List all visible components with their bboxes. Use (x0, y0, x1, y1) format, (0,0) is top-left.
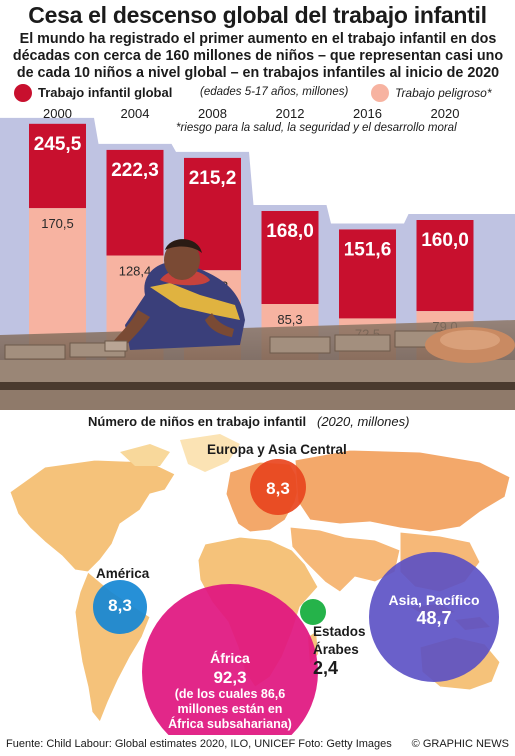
bar-global-2012 (261, 211, 319, 305)
map-title-note: (2020, millones) (316, 414, 410, 429)
year-label-2008: 2008 (198, 106, 227, 121)
subtitle: El mundo ha registrado el primer aumento… (8, 31, 508, 82)
bar-global-2004 (106, 149, 164, 256)
label-global-2008: 215,2 (189, 168, 237, 189)
note-africa-line: millones están en (177, 702, 283, 716)
value-arab-states: 2,4 (313, 658, 339, 678)
value-europe-central-asia: 8,3 (266, 479, 290, 498)
label-global-2000: 245,5 (34, 134, 82, 155)
label-arab-states: Estados Árabes (313, 623, 366, 659)
world-map (0, 432, 515, 735)
legend-swatch-hazard (371, 84, 389, 102)
map-title: Número de niños en trabajo infantil (202… (88, 414, 409, 429)
year-labels: 2000 2004 2008 2012 2016 2020 (43, 106, 459, 121)
label-arab-states-line: Árabes (313, 642, 359, 657)
brand-credit: © GRAPHIC NEWS (411, 738, 509, 750)
label-asia-pacific: Asia, Pacífico (388, 592, 480, 608)
label-global-2012: 168,0 (266, 221, 314, 242)
bar-global-2000 (29, 123, 86, 209)
label-arab-states-line: Estados (313, 624, 366, 639)
legend-label-hazard: Trabajo peligroso* (395, 86, 492, 100)
source-credit: Fuente: Child Labour: Global estimates 2… (6, 738, 392, 750)
footnote: *riesgo para la salud, la seguridad y el… (176, 122, 457, 134)
photo-boy-laying-bricks (0, 239, 515, 410)
map-title-text: Número de niños en trabajo infantil (88, 414, 307, 429)
bubble-arab-states (300, 599, 326, 625)
subtitle-line: décadas con cerca de 160 millones de niñ… (12, 48, 504, 64)
note-africa-line: (de los cuales 86,6 (174, 687, 286, 701)
note-africa-line: África subsahariana) (168, 717, 292, 731)
value-america: 8,3 (108, 596, 132, 615)
bubble-europe-central-asia (250, 459, 306, 515)
asia-shape (294, 449, 511, 533)
subtitle-line: de cada 10 niños a nivel global – en tra… (16, 65, 500, 81)
label-america: América (96, 566, 150, 581)
bubble-africa (142, 584, 318, 735)
value-africa: 92,3 (213, 668, 247, 687)
bubble-america (93, 580, 147, 634)
year-label-2016: 2016 (353, 106, 382, 121)
label-hazard-2004: 128,4 (119, 264, 152, 279)
bar-global-2016 (339, 229, 396, 319)
label-africa: África (210, 650, 250, 666)
page-title: Cesa el descenso global del trabajo infa… (28, 2, 487, 28)
subtitle-line: El mundo ha registrado el primer aumento… (19, 31, 497, 47)
year-label-2004: 2004 (121, 106, 150, 121)
bar-global-2020 (416, 220, 474, 312)
year-label-2000: 2000 (43, 106, 72, 121)
year-label-2012: 2012 (276, 106, 305, 121)
note-africa: (de los cuales 86,6 millones están en Áf… (140, 687, 320, 732)
label-hazard-2000: 170,5 (41, 216, 74, 231)
label-hazard-2012: 85,3 (277, 312, 302, 327)
label-global-2004: 222,3 (111, 160, 159, 181)
boy-figure (104, 239, 245, 352)
legend-swatch-global (14, 84, 32, 102)
label-europe-central-asia: Europa y Asia Central (207, 442, 347, 457)
year-label-2020: 2020 (431, 106, 460, 121)
value-asia-pacific: 48,7 (416, 608, 452, 628)
label-global-2016: 151,6 (344, 239, 392, 260)
legend-note-ages: (edades 5-17 años, millones) (200, 86, 349, 98)
bubble-asia-pacific (369, 552, 499, 682)
label-global-2020: 160,0 (421, 230, 469, 251)
legend-label-global: Trabajo infantil global (38, 85, 173, 100)
